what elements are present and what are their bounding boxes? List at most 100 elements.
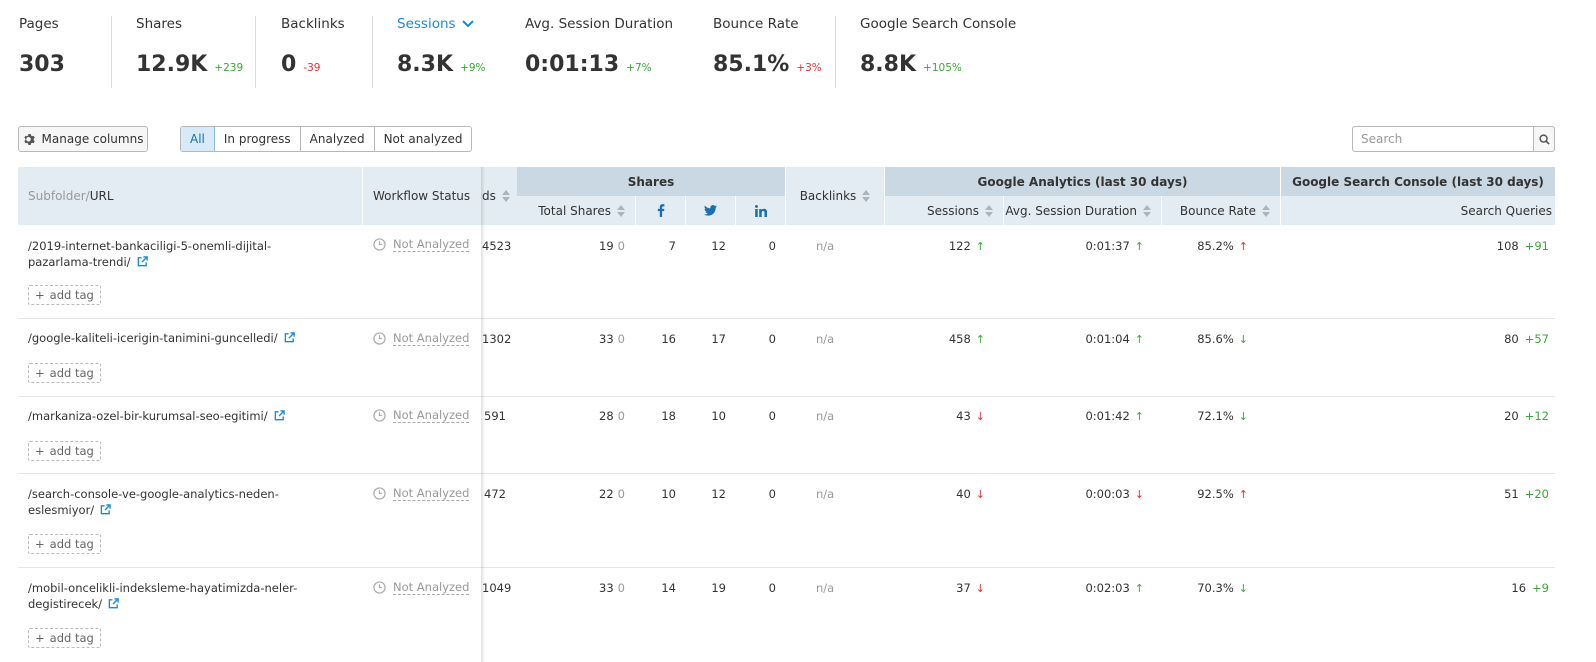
column-header-truncated[interactable]: ds <box>482 167 516 225</box>
filter-in-progress[interactable]: In progress <box>214 127 301 151</box>
column-header-twitter[interactable] <box>686 196 735 225</box>
workflow-status[interactable]: Not Analyzed <box>373 237 470 252</box>
table-row: /google-kaliteli-icerigin-tanimini-gunce… <box>18 319 1555 397</box>
add-tag-button[interactable]: + add tag <box>28 363 101 383</box>
column-header-label: Avg. Session Duration <box>1005 203 1137 218</box>
column-header-sessions[interactable]: Sessions <box>885 196 1003 225</box>
add-tag-button[interactable]: + add tag <box>28 441 101 461</box>
metric-pages[interactable]: Pages 303 <box>19 16 65 88</box>
facebook-shares: 14 <box>661 581 676 595</box>
bounce-rate-value: 85.2% <box>1197 239 1234 253</box>
metric-value: 85.1% <box>713 52 790 77</box>
search-queries-delta: +9 <box>1532 581 1549 595</box>
divider <box>1161 196 1162 225</box>
chevron-down-icon <box>461 20 474 28</box>
column-header-search-queries[interactable]: Search Queries <box>1460 203 1552 218</box>
metric-bounce-rate[interactable]: Bounce Rate 85.1% +3% <box>713 16 822 88</box>
facebook-icon <box>657 204 664 217</box>
workflow-status-text: Not Analyzed <box>393 580 470 595</box>
workflow-status-text: Not Analyzed <box>393 486 470 501</box>
workflow-status[interactable]: Not Analyzed <box>373 331 470 346</box>
external-link-icon[interactable] <box>284 332 295 343</box>
workflow-status[interactable]: Not Analyzed <box>373 486 470 501</box>
url-toggle[interactable]: URL <box>89 189 114 203</box>
plus-icon: + <box>35 366 45 380</box>
column-group-shares: Shares <box>517 167 785 196</box>
plus-icon: + <box>35 537 45 551</box>
metric-label: Avg. Session Duration <box>525 16 674 32</box>
external-link-icon[interactable] <box>274 410 285 421</box>
arrow-up-icon: ↑ <box>1238 488 1248 501</box>
page-url[interactable]: /mobil-oncelikli-indeksleme-hayatimizda-… <box>28 580 328 612</box>
metric-label: Google Search Console <box>860 16 1017 32</box>
search-button[interactable] <box>1533 126 1555 152</box>
total-shares-delta: 0 <box>617 332 625 346</box>
table-row: /markaniza-ozel-bir-kurumsal-seo-egitimi… <box>18 397 1555 474</box>
sort-icon <box>1262 204 1270 217</box>
clock-icon <box>373 487 386 500</box>
arrow-down-icon: ↓ <box>1238 333 1248 346</box>
metric-shares[interactable]: Shares 12.9K +239 <box>136 16 243 88</box>
search-queries-delta: +20 <box>1524 487 1549 501</box>
workflow-status[interactable]: Not Analyzed <box>373 408 470 423</box>
bounce-rate: 70.3% ↓ <box>1162 581 1248 595</box>
linkedin-shares: 0 <box>768 332 776 346</box>
page-url[interactable]: /2019-internet-bankaciligi-5-onemli-diji… <box>28 238 328 270</box>
page-url[interactable]: /search-console-ve-google-analytics-nede… <box>28 486 328 518</box>
divider <box>255 16 256 88</box>
column-header-linkedin[interactable] <box>736 196 785 225</box>
metric-google-search-console[interactable]: Google Search Console 8.8K +105% <box>860 16 1016 88</box>
avg-session-value: 0:01:37 <box>1085 239 1130 253</box>
linkedin-shares: 0 <box>768 239 776 253</box>
column-header-facebook[interactable] <box>636 196 685 225</box>
metric-backlinks[interactable]: Backlinks 0 -39 <box>281 16 345 88</box>
avg-session-duration: 0:00:03 ↓ <box>1004 487 1144 501</box>
backlinks-value: n/a <box>816 332 835 346</box>
arrow-down-icon: ↓ <box>1134 488 1144 501</box>
column-header-total-shares[interactable]: Total Shares <box>517 196 635 225</box>
divider <box>835 16 836 88</box>
column-header-workflow-status: Workflow Status <box>373 189 471 203</box>
page-url-text: /google-kaliteli-icerigin-tanimini-gunce… <box>28 331 278 345</box>
total-shares-value: 22 <box>599 487 614 501</box>
clock-icon <box>373 409 386 422</box>
sessions-value: 122 <box>948 239 971 253</box>
column-header-backlinks[interactable]: Backlinks <box>786 167 884 225</box>
truncated-value: 1049 <box>482 581 512 595</box>
column-header-url[interactable]: Subfolder/URL <box>28 167 114 225</box>
add-tag-button[interactable]: + add tag <box>28 285 101 305</box>
sort-icon <box>501 190 510 202</box>
page-url[interactable]: /markaniza-ozel-bir-kurumsal-seo-egitimi… <box>28 408 328 424</box>
sessions-value: 40 <box>956 487 971 501</box>
manage-columns-button[interactable]: Manage columns <box>18 126 148 152</box>
page-url-text: /mobil-oncelikli-indeksleme-hayatimizda-… <box>28 581 298 611</box>
facebook-shares: 7 <box>668 239 676 253</box>
search-input[interactable] <box>1352 126 1534 152</box>
total-shares-value: 28 <box>599 409 614 423</box>
avg-session-duration: 0:01:04 ↑ <box>1004 332 1144 346</box>
add-tag-button[interactable]: + add tag <box>28 628 101 648</box>
external-link-icon[interactable] <box>137 256 148 267</box>
search-queries-value: 20 <box>1504 409 1519 423</box>
twitter-shares: 19 <box>711 581 726 595</box>
metric-avg-session-duration[interactable]: Avg. Session Duration 0:01:13 +7% <box>525 16 673 88</box>
external-link-icon[interactable] <box>100 504 111 515</box>
summary-metrics: Pages 303 Shares 12.9K +239 Backlinks 0 -3… <box>0 0 1596 100</box>
workflow-status[interactable]: Not Analyzed <box>373 580 470 595</box>
filter-analyzed[interactable]: Analyzed <box>300 127 375 151</box>
add-tag-button[interactable]: + add tag <box>28 534 101 554</box>
column-header-avg-session-duration[interactable]: Avg. Session Duration <box>1004 196 1161 225</box>
total-shares-value: 33 <box>599 581 614 595</box>
filter-all[interactable]: All <box>181 127 215 151</box>
subfolder-toggle[interactable]: Subfolder/ <box>28 189 90 203</box>
arrow-down-icon: ↓ <box>1238 582 1248 595</box>
bounce-rate: 72.1% ↓ <box>1162 409 1248 423</box>
external-link-icon[interactable] <box>108 598 119 609</box>
metric-sessions[interactable]: Sessions 8.3K +9% <box>397 16 486 88</box>
filter-not-analyzed[interactable]: Not analyzed <box>374 127 472 151</box>
metric-sessions-dropdown[interactable]: Sessions <box>397 16 486 32</box>
clock-icon <box>373 238 386 251</box>
column-header-bounce-rate[interactable]: Bounce Rate <box>1162 196 1280 225</box>
page-url[interactable]: /google-kaliteli-icerigin-tanimini-gunce… <box>28 330 328 346</box>
search-queries: 20 +12 <box>1418 409 1549 423</box>
